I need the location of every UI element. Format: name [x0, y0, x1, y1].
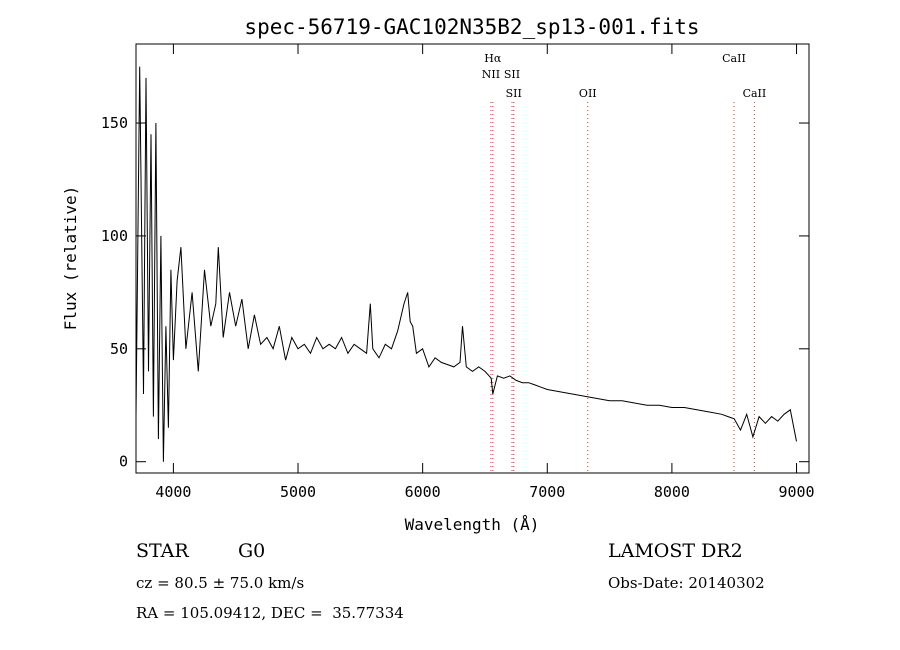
line-marker-label: NII: [482, 68, 500, 81]
y-tick-label: 100: [101, 227, 128, 245]
survey-name: LAMOST DR2: [608, 540, 743, 562]
line-marker-label: OII: [579, 87, 597, 100]
redshift-text: cz = 80.5 ± 75.0 km/s: [136, 574, 305, 592]
plot-frame: [135, 43, 810, 474]
x-tick-label: 5000: [280, 483, 316, 501]
line-marker-label: SII: [504, 68, 520, 81]
line-markers: Hα NII SII SII OII CaII CaII: [482, 52, 766, 473]
x-tick-label: 8000: [654, 483, 690, 501]
observation-date: Obs-Date: 20140302: [608, 574, 765, 592]
object-subclass: G0: [238, 540, 266, 562]
line-marker-label: SII: [506, 87, 522, 100]
spectrum-line: [135, 66, 797, 462]
spectrum-series: [135, 66, 797, 462]
coordinates-text: RA = 105.09412, DEC = 35.77334: [136, 604, 404, 622]
line-marker-label: Hα: [484, 52, 502, 65]
x-tick-label: 4000: [155, 483, 191, 501]
y-tick-label: 50: [110, 340, 128, 358]
chart-title: spec-56719-GAC102N35B2_sp13-001.fits: [244, 15, 699, 39]
x-tick-label: 7000: [529, 483, 565, 501]
axis-ticks: 4000 5000 6000 7000 8000 9000 0 50 100 150: [101, 44, 815, 501]
line-marker-label: CaII: [743, 87, 767, 100]
y-tick-label: 0: [119, 453, 128, 471]
object-class: STAR: [136, 540, 189, 562]
x-tick-label: 6000: [405, 483, 441, 501]
x-tick-label: 9000: [778, 483, 814, 501]
y-axis-label: Flux (relative): [61, 186, 80, 331]
y-tick-label: 150: [101, 114, 128, 132]
x-axis-label: Wavelength (Å): [405, 515, 540, 534]
line-marker-label: CaII: [722, 52, 746, 65]
